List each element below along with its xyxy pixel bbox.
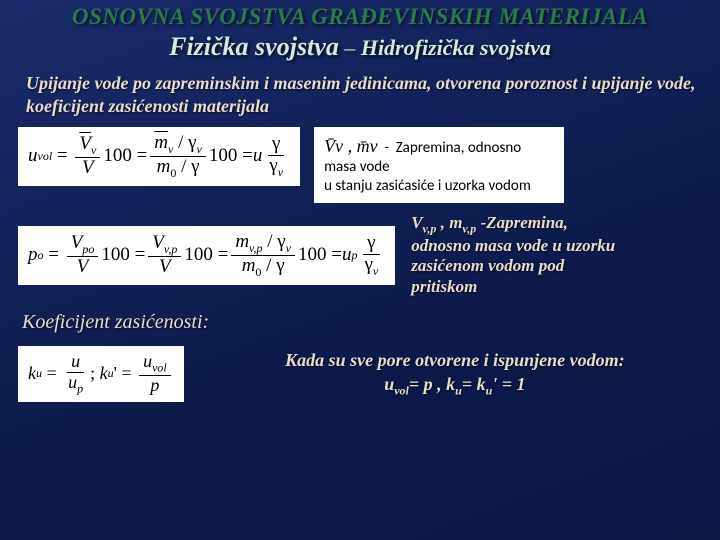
equation-row-1: uvol = VvV 100 = mv / γvm0 / γ 100 = u γ… — [0, 121, 720, 203]
final-text: Kada su sve pore otvorene i ispunjene vo… — [204, 349, 706, 399]
title-sub-p2: Hidrofizička svojstva — [361, 35, 551, 60]
title-sub: Fizička svojstva – Hidrofizička svojstva — [0, 30, 720, 62]
equation-po: po = VpoV 100 = Vv,pV 100 = mv,p / γvm0 … — [18, 226, 395, 285]
note-1: V̄v , m̄v - Zapremina, odnosno masa vode… — [314, 127, 564, 203]
final-line2: uvol= p , ku= ku' = 1 — [204, 373, 706, 399]
note-1-line2: u stanju zasićasiće i uzorka vodom — [324, 177, 554, 196]
equation-row-3: ku = uup ; ku' = uvolp Kada su sve pore … — [0, 334, 720, 402]
title-sub-p1: Fizička svojstva — [169, 32, 339, 61]
equation-row-2: po = VpoV 100 = Vv,pV 100 = mv,p / γvm0 … — [0, 203, 720, 297]
note-2: Vv,p , mv,p -Zapremina, odnosno masa vod… — [411, 213, 621, 297]
equation-ku: ku = uup ; ku' = uvolp — [18, 346, 184, 402]
title-dash: – — [339, 35, 361, 60]
title-main: OSNOVNA SVOJSTVA GRAĐEVINSKIH MATERIJALA — [0, 0, 720, 30]
coefficient-label: Koeficijent zasićenosti: — [0, 297, 720, 334]
note-1-line1: V̄v , m̄v - Zapremina, odnosno masa vode — [324, 135, 554, 177]
final-line1: Kada su sve pore otvorene i ispunjene vo… — [204, 349, 706, 372]
equation-uvol: uvol = VvV 100 = mv / γvm0 / γ 100 = u γ… — [18, 127, 300, 186]
intro-paragraph: Upijanje vode po zapreminskim i masenim … — [0, 62, 720, 121]
